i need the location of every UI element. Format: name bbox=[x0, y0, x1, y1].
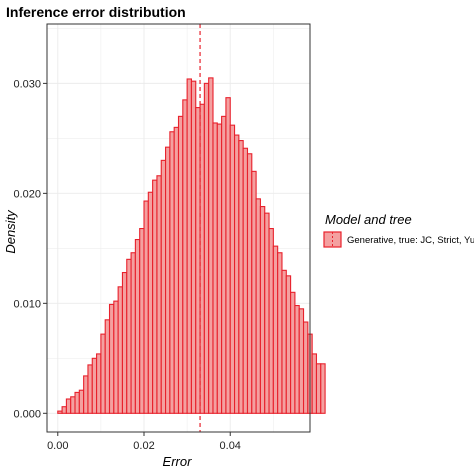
chart-title: Inference error distribution bbox=[6, 4, 186, 20]
y-tick-label: 0.030 bbox=[13, 78, 41, 90]
histogram-bar bbox=[96, 353, 102, 414]
histogram-bar bbox=[61, 406, 67, 414]
y-tick-label: 0.010 bbox=[13, 298, 41, 310]
histogram-bar bbox=[113, 300, 119, 414]
histogram-bar bbox=[199, 103, 205, 414]
histogram-bar bbox=[290, 291, 296, 414]
histogram-bar bbox=[277, 252, 283, 414]
histogram-bar bbox=[246, 153, 253, 414]
x-axis-label: Error bbox=[163, 454, 193, 469]
histogram-bar bbox=[182, 99, 188, 414]
histogram-bar bbox=[177, 115, 184, 414]
histogram-bar bbox=[91, 357, 98, 414]
histogram-bar bbox=[203, 82, 210, 414]
panel-border bbox=[46, 23, 311, 433]
histogram-bar bbox=[100, 333, 106, 414]
histogram-bar bbox=[143, 200, 149, 414]
histogram-bar bbox=[311, 353, 318, 414]
histogram-bar bbox=[134, 238, 141, 414]
histogram-bar bbox=[212, 122, 218, 414]
histogram-bar bbox=[147, 191, 154, 414]
x-tick-label: 0.04 bbox=[220, 440, 241, 452]
histogram-bar bbox=[315, 363, 322, 414]
histogram-bar bbox=[78, 389, 85, 414]
histogram-bar bbox=[83, 375, 89, 414]
histogram-bar bbox=[121, 271, 128, 414]
histogram-bar bbox=[233, 134, 240, 414]
y-tick-label: 0.000 bbox=[13, 408, 41, 420]
histogram-bar bbox=[74, 391, 80, 414]
histogram-bar bbox=[156, 175, 162, 414]
histogram-bar bbox=[208, 77, 214, 414]
histogram-bar bbox=[173, 126, 180, 414]
histogram-bar bbox=[130, 252, 136, 414]
y-tick-label: 0.020 bbox=[13, 188, 41, 200]
histogram-bar bbox=[190, 80, 197, 414]
histogram-bar bbox=[225, 97, 231, 414]
histogram-bar bbox=[139, 227, 145, 414]
histogram-bars bbox=[57, 77, 326, 414]
histogram-bar bbox=[285, 275, 292, 414]
histogram-bar bbox=[165, 146, 171, 414]
histogram-bar bbox=[186, 78, 192, 414]
histogram-bar bbox=[195, 107, 201, 414]
histogram-bar bbox=[294, 304, 300, 414]
histogram-bar bbox=[238, 140, 244, 414]
histogram-bar bbox=[268, 227, 274, 414]
histogram-bar bbox=[259, 206, 266, 414]
histogram-bar bbox=[57, 410, 63, 414]
histogram-bar bbox=[221, 115, 227, 414]
histogram-bar bbox=[251, 170, 257, 414]
histogram-bar bbox=[70, 396, 76, 414]
histogram-bar bbox=[65, 398, 72, 414]
histogram-bar bbox=[281, 269, 287, 414]
x-tick-label: 0.02 bbox=[133, 440, 154, 452]
legend: Model and tree Generative, true: JC, Str… bbox=[323, 212, 474, 248]
histogram-bar bbox=[126, 258, 132, 414]
x-tick-label: 0.00 bbox=[47, 440, 68, 452]
histogram-bar bbox=[272, 245, 279, 414]
histogram-bar bbox=[108, 303, 115, 414]
histogram-bar bbox=[104, 319, 111, 414]
histogram-bar bbox=[302, 321, 309, 414]
histogram-bar bbox=[320, 363, 326, 414]
histogram-bar bbox=[87, 364, 93, 414]
histogram-bar bbox=[117, 286, 124, 414]
histogram-bar bbox=[169, 131, 175, 414]
legend-title: Model and tree bbox=[325, 212, 412, 227]
legend-label: Generative, true: JC, Strict, Yule bbox=[347, 235, 474, 246]
histogram-bar bbox=[216, 123, 223, 414]
histogram-bar bbox=[152, 179, 158, 414]
histogram-bar bbox=[242, 147, 249, 414]
histogram-bar bbox=[160, 159, 167, 414]
y-axis-label: Density bbox=[3, 209, 18, 254]
histogram-bar bbox=[255, 198, 261, 414]
axis-ticks: 0.00 0.02 0.04 0.000 0.010 0.020 0.030 bbox=[13, 78, 240, 452]
histogram-bar bbox=[264, 212, 270, 414]
histogram-bar bbox=[298, 308, 305, 414]
histogram-bar bbox=[229, 124, 236, 414]
